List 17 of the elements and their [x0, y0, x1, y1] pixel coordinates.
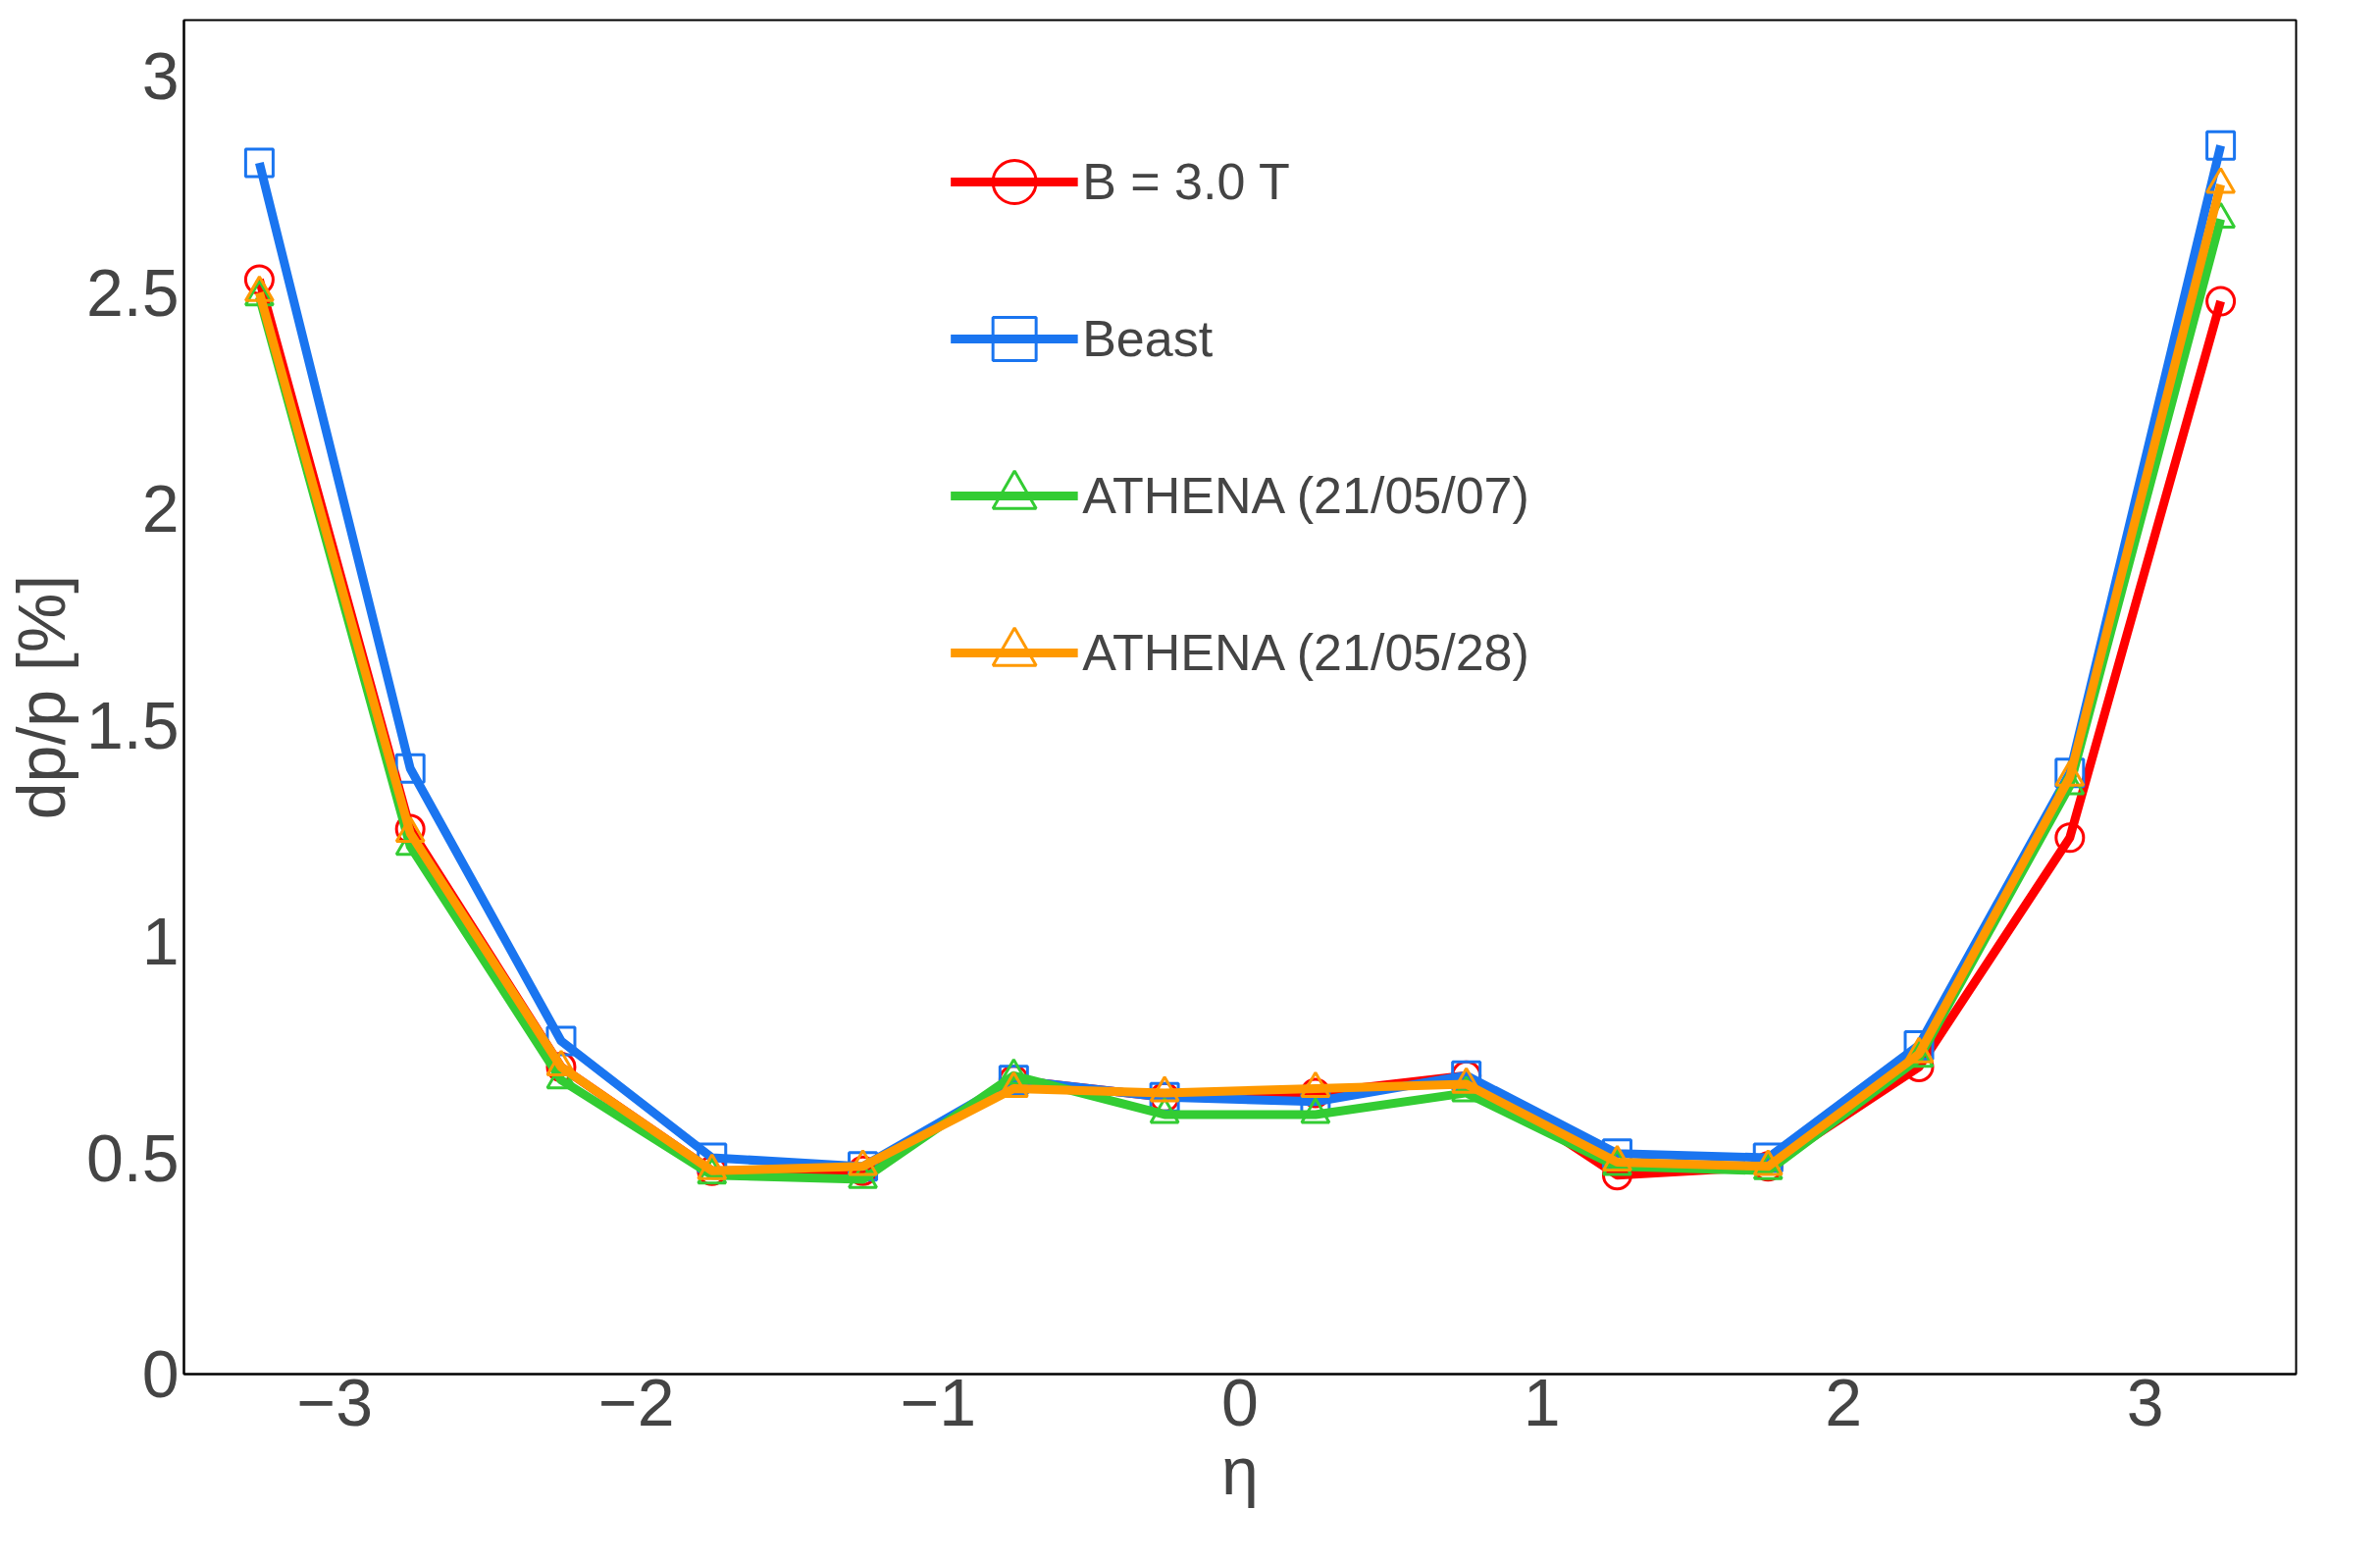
y-tick-label: 0.5	[85, 1119, 180, 1195]
y-tick-label: 1	[141, 904, 180, 979]
y-tick-label: 3	[141, 38, 180, 114]
x-tick-label: −1	[900, 1364, 977, 1439]
y-tick-label: 2	[141, 471, 180, 547]
legend-label: Beast	[1082, 309, 1214, 368]
x-tick-label: −2	[598, 1364, 675, 1439]
y-tick-label: 2.5	[85, 254, 180, 330]
y-axis-title: dp/p [%]	[3, 574, 78, 820]
x-tick-label: 1	[1523, 1364, 1561, 1439]
x-tick-label: 2	[1825, 1364, 1863, 1439]
y-tick-label: 1.5	[85, 687, 180, 762]
x-tick-label: 3	[2126, 1364, 2164, 1439]
legend-label: ATHENA (21/05/28)	[1082, 623, 1529, 682]
x-tick-label: −3	[296, 1364, 374, 1439]
legend-label: B = 3.0 T	[1082, 152, 1290, 211]
legend-label: ATHENA (21/05/07)	[1082, 466, 1529, 525]
